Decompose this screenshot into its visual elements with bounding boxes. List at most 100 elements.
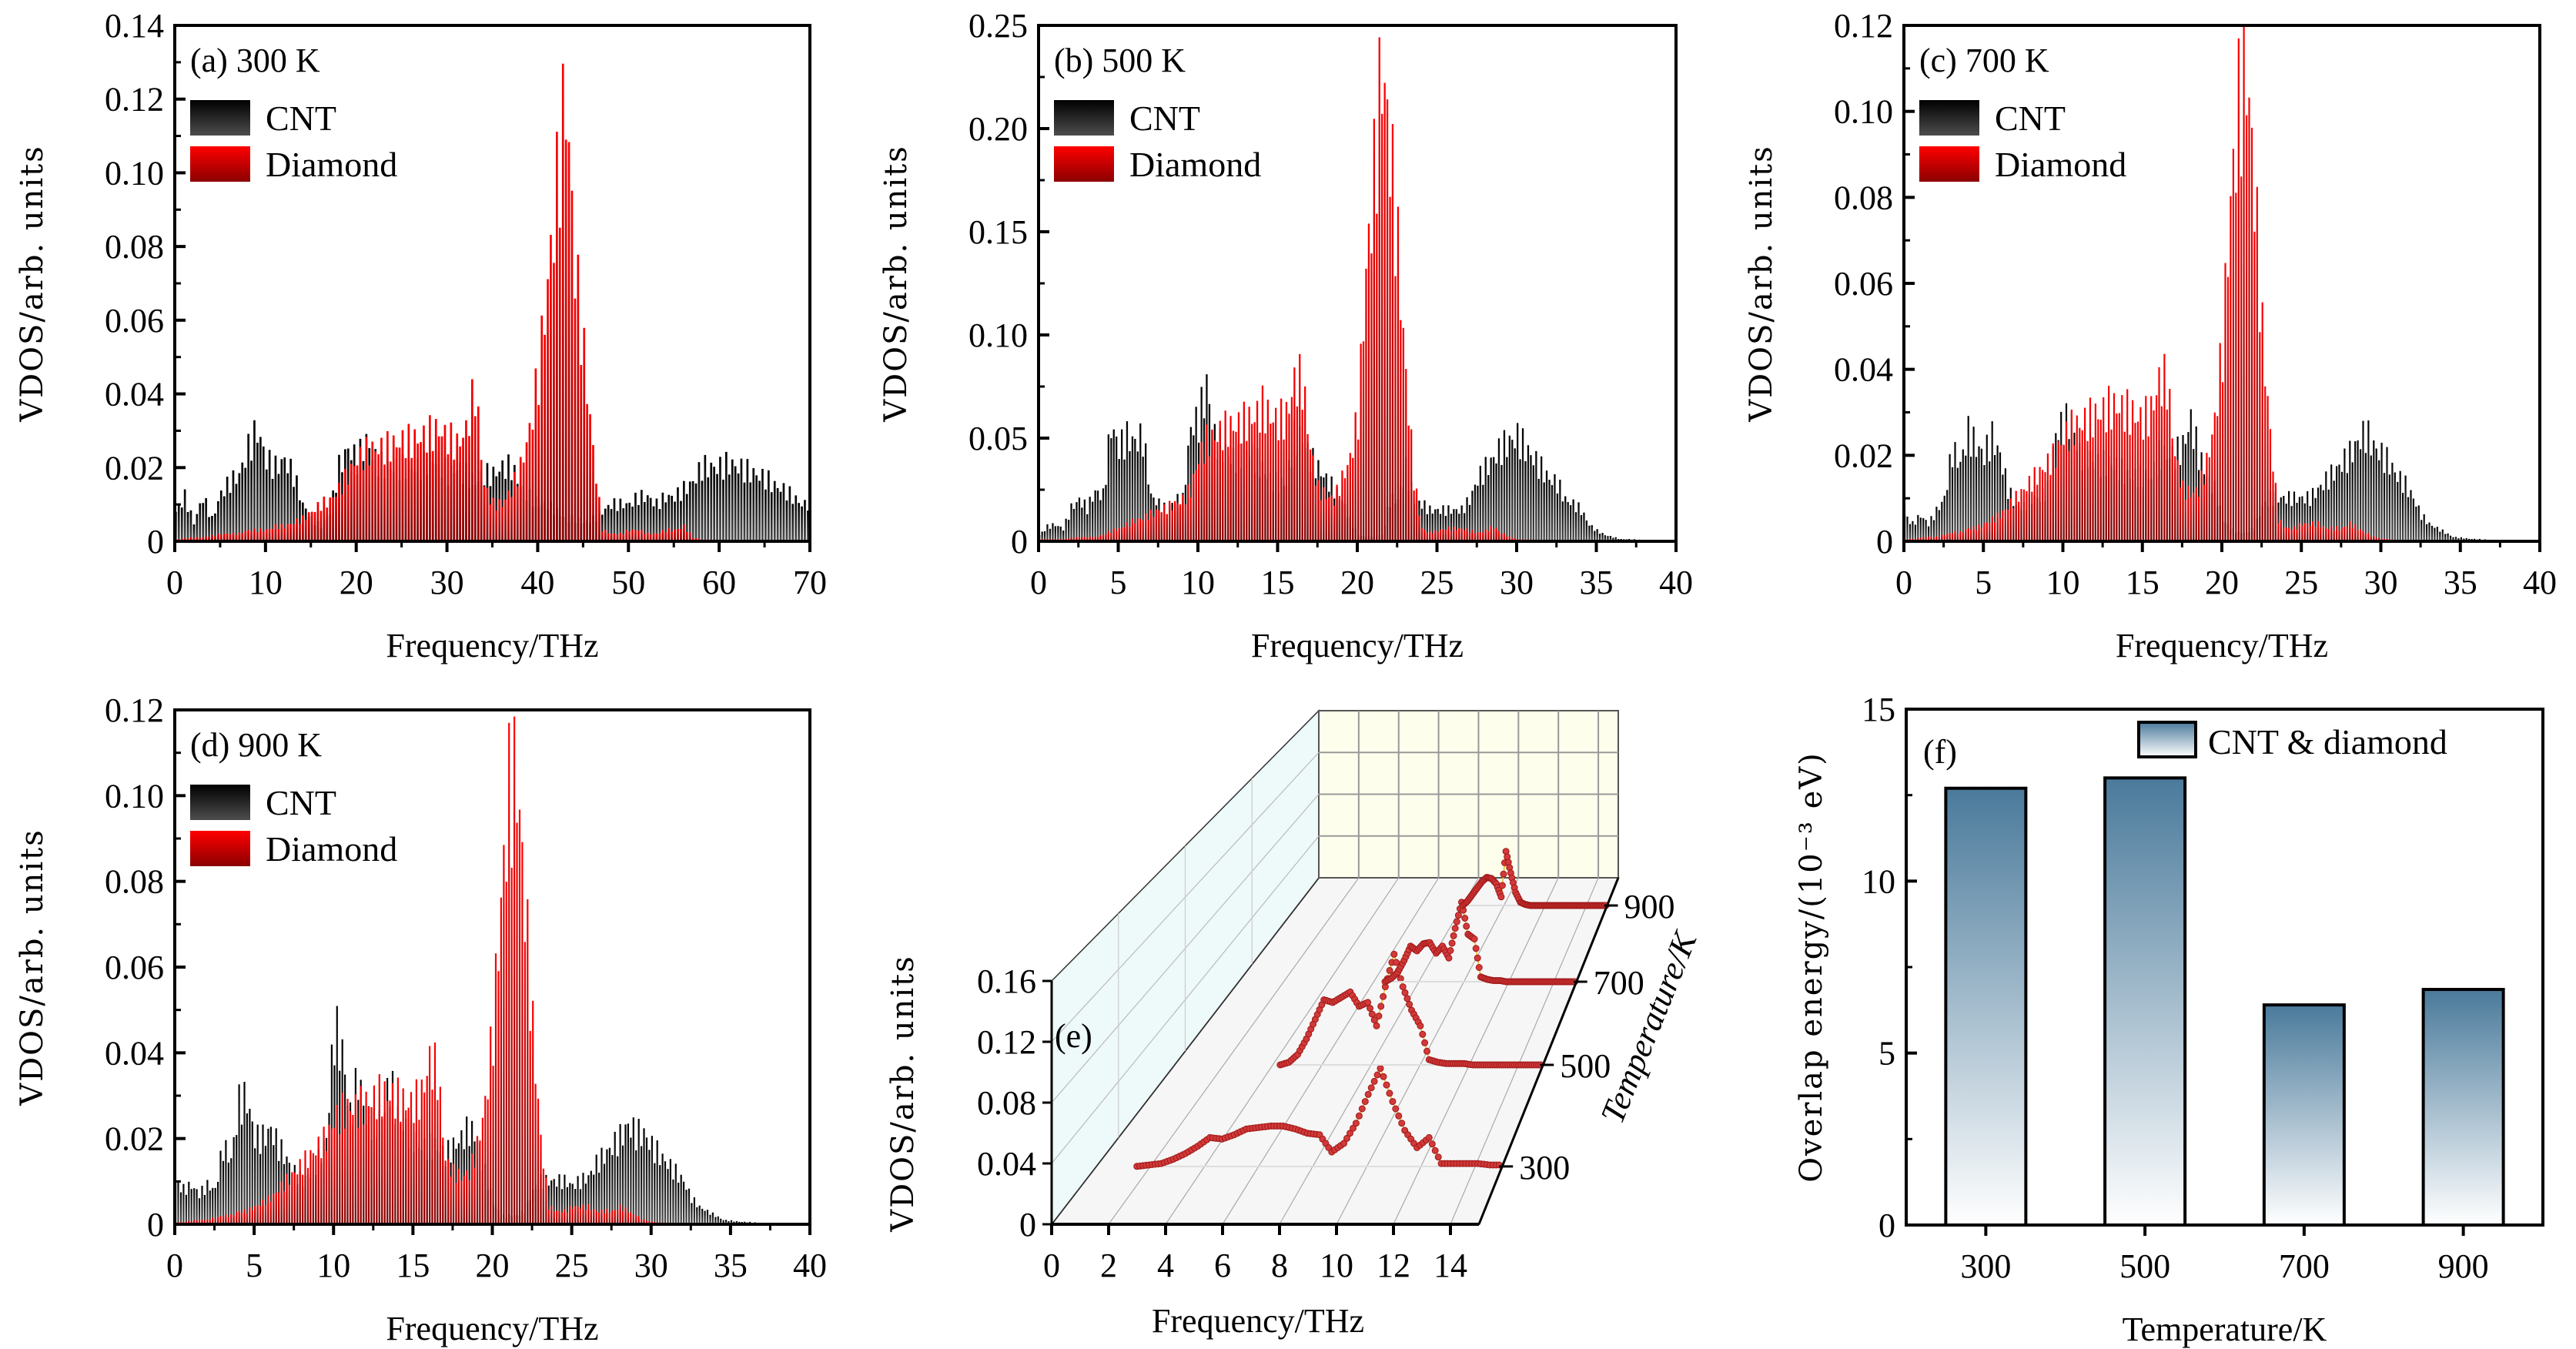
bar	[306, 1167, 309, 1224]
bar	[720, 1218, 722, 1224]
bar	[1083, 499, 1086, 541]
bar	[2454, 537, 2457, 541]
bar	[1169, 500, 1171, 541]
bar	[672, 1179, 674, 1224]
bar	[1189, 497, 1192, 541]
bar	[1989, 523, 1991, 541]
bar	[371, 441, 374, 541]
bar	[2404, 475, 2407, 541]
bar	[2307, 491, 2309, 541]
bar	[2298, 497, 2300, 541]
bar	[1418, 515, 1420, 541]
bar	[621, 1211, 624, 1224]
bar	[1506, 457, 1508, 541]
y-tick-label: 5	[1878, 1035, 1895, 1073]
bar	[1338, 496, 1341, 541]
y-axis-title: VDOS/arb. units	[15, 145, 50, 423]
bar	[637, 1216, 640, 1224]
bar	[1149, 510, 1153, 541]
curve-marker	[1447, 947, 1454, 954]
bar	[540, 1134, 542, 1224]
bar	[1426, 532, 1428, 541]
bar	[2391, 463, 2394, 541]
bar	[1930, 516, 1932, 541]
bar	[579, 1189, 582, 1224]
bar	[2076, 415, 2078, 541]
y-tick-label: 0.06	[105, 302, 164, 340]
bar	[477, 406, 480, 541]
bar	[229, 534, 232, 541]
bar	[583, 327, 586, 541]
x-tick-label: 12	[1377, 1247, 1410, 1284]
bar	[1102, 534, 1105, 541]
bar	[1506, 537, 1508, 541]
y-tick-label: 0	[147, 523, 164, 561]
x-tick-label: 30	[430, 564, 464, 601]
bar	[2073, 445, 2076, 541]
bar	[1464, 513, 1466, 541]
bar	[2042, 470, 2044, 541]
bar	[299, 1159, 301, 1224]
bar	[1450, 531, 1453, 541]
bar	[328, 1124, 330, 1224]
y-tick-label: 0.02	[105, 449, 164, 487]
bar	[643, 534, 646, 541]
bar	[402, 1088, 404, 1224]
bar	[2367, 533, 2370, 541]
bar	[1415, 488, 1418, 541]
bar	[2031, 491, 2033, 541]
bar	[1932, 537, 1935, 541]
curve-marker	[1475, 964, 1483, 971]
bar	[1466, 528, 1468, 541]
curve-marker	[1355, 1112, 1363, 1120]
bar	[360, 1086, 362, 1224]
y-tick-label: 0.16	[977, 962, 1036, 1000]
bar	[473, 1167, 476, 1224]
bar	[336, 1104, 338, 1224]
bar	[1070, 503, 1072, 541]
bar	[396, 1077, 399, 1224]
bar	[1471, 490, 1474, 541]
bar	[2272, 471, 2274, 541]
bar	[1261, 385, 1264, 541]
y-tick-label: 0.06	[1834, 265, 1893, 303]
bar	[217, 501, 219, 541]
bar	[571, 1209, 574, 1224]
bar	[400, 1121, 402, 1224]
bar	[2336, 526, 2338, 541]
bar	[222, 1160, 225, 1224]
bar	[182, 1183, 185, 1224]
bar	[2338, 530, 2340, 541]
bar	[214, 536, 216, 541]
curve-marker	[1364, 999, 1372, 1006]
x-tick-label: 30	[2364, 564, 2398, 601]
bar	[2343, 448, 2346, 541]
bar	[296, 518, 298, 541]
bar	[398, 447, 401, 541]
bar	[1477, 485, 1479, 541]
bar	[426, 1076, 428, 1224]
bar	[1089, 497, 1091, 541]
x-tick-label: 35	[2444, 564, 2477, 601]
bar	[185, 1194, 187, 1224]
bar	[217, 533, 219, 541]
bar	[1285, 402, 1288, 541]
bar	[1434, 530, 1437, 541]
bar	[577, 1176, 579, 1224]
bar	[226, 477, 229, 541]
bar	[1935, 507, 1938, 541]
bar	[631, 529, 634, 541]
x-tick-label: 5	[1110, 564, 1127, 601]
bar	[1497, 438, 1500, 541]
bar	[556, 132, 558, 542]
bar	[1142, 457, 1144, 541]
x-tick-label: 20	[476, 1247, 510, 1284]
bar	[2065, 421, 2068, 541]
bar	[230, 1158, 233, 1224]
curve-marker	[1397, 975, 1404, 982]
legend-label-diamond: Diamond	[1995, 145, 2126, 184]
bar	[2280, 497, 2282, 541]
x-tick-label: 25	[1420, 564, 1454, 601]
y-tick-label: 0.20	[969, 110, 1028, 148]
bar	[208, 517, 210, 541]
